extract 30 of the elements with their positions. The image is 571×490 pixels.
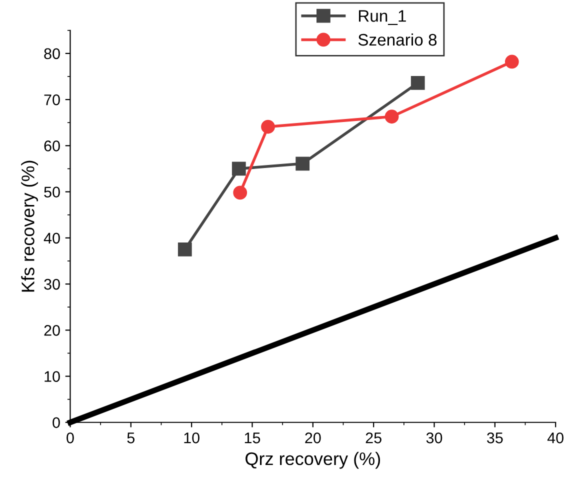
- y-tick-label: 80: [44, 48, 60, 60]
- y-tick-label: 0: [52, 417, 60, 428]
- point: [504, 54, 519, 69]
- x-tick-label: 0: [66, 432, 74, 444]
- x-tick-label: 5: [127, 432, 135, 444]
- y-tick-label: 20: [44, 325, 60, 336]
- x-tick-label: 40: [547, 432, 564, 444]
- point: [410, 76, 425, 90]
- point: [178, 242, 192, 256]
- x-tick-label: 25: [366, 432, 382, 444]
- y-tick-label: 30: [44, 278, 60, 290]
- x-tick-label: 35: [487, 432, 503, 444]
- legend-label: Run_1: [358, 10, 406, 25]
- point: [384, 110, 399, 124]
- x-axis-title: Qrz recovery (%): [246, 452, 380, 469]
- y-axis-title: Kfs recovery (%): [21, 160, 38, 292]
- y-tick-label: 50: [44, 186, 60, 198]
- point: [232, 162, 246, 176]
- point: [233, 186, 248, 200]
- y-tick-label: 60: [44, 140, 60, 152]
- y-tick-label: 70: [44, 94, 60, 106]
- y-tick-label: 10: [44, 371, 60, 382]
- y-tick-label: 40: [44, 232, 60, 244]
- point: [296, 156, 310, 171]
- x-tick-label: 10: [184, 432, 200, 444]
- x-tick-label: 30: [426, 432, 442, 444]
- x-tick-label: 15: [244, 432, 260, 444]
- legend-label: Szenario 8: [358, 33, 437, 46]
- x-tick-label: 20: [305, 432, 321, 444]
- point: [261, 120, 275, 134]
